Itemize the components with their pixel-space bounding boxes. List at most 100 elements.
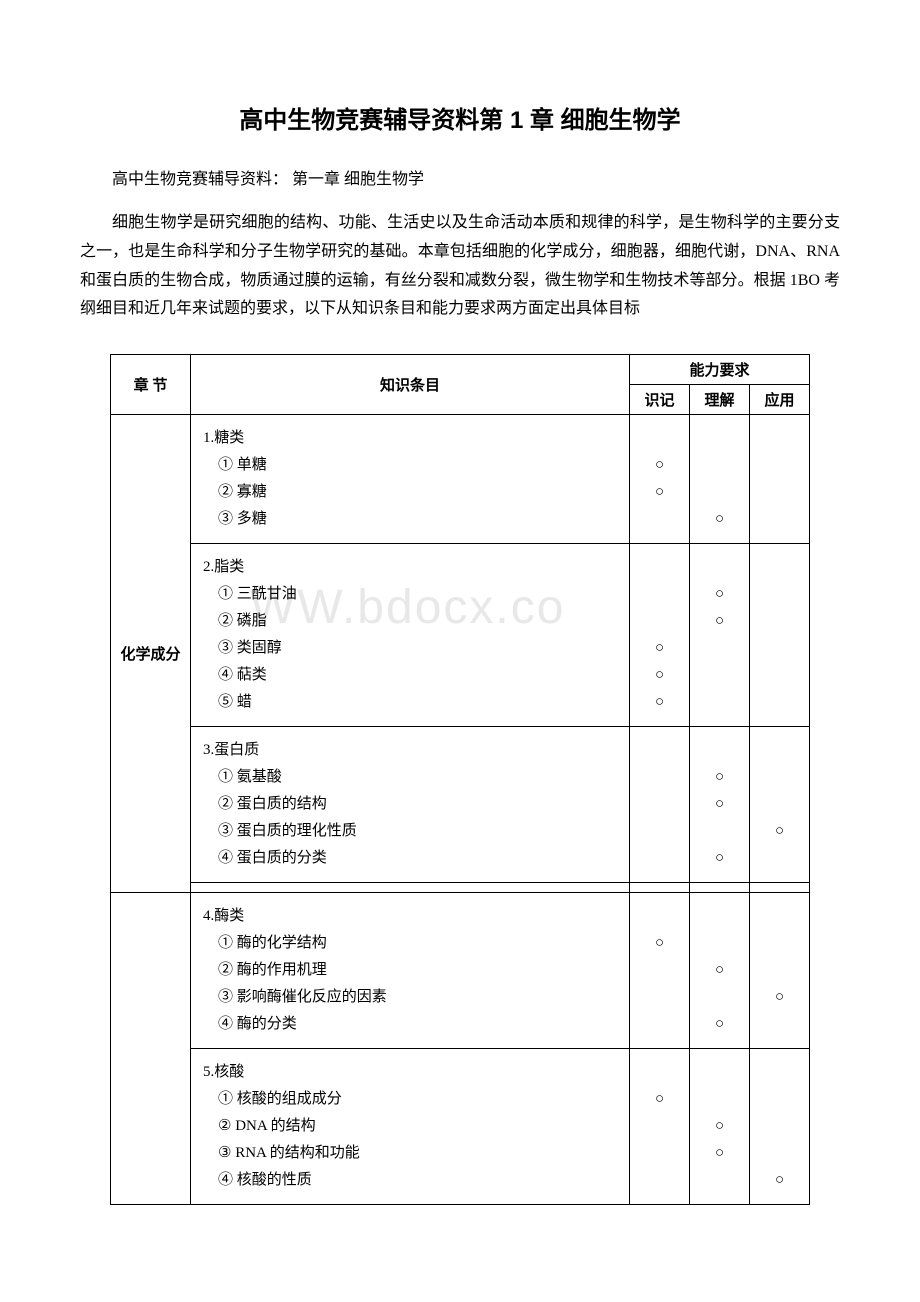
mark: ○ xyxy=(638,662,681,689)
mark xyxy=(698,737,741,764)
mark: ○ xyxy=(638,452,681,479)
topic-item: ⑤ 蜡 xyxy=(203,689,617,716)
header-chapter: 章 节 xyxy=(111,355,191,415)
mark xyxy=(758,845,801,872)
topic-item: ② 蛋白质的结构 xyxy=(203,791,617,818)
mark xyxy=(698,984,741,1011)
mark: ○ xyxy=(638,479,681,506)
chapter-cell-empty xyxy=(111,893,191,1205)
header-col1: 识记 xyxy=(630,385,690,415)
mark xyxy=(638,957,681,984)
mark-cell: ○ xyxy=(630,893,690,1049)
mark xyxy=(758,1011,801,1038)
mark-cell: ○ xyxy=(630,1049,690,1205)
mark xyxy=(638,581,681,608)
mark xyxy=(698,1086,741,1113)
header-ability: 能力要求 xyxy=(630,355,810,385)
table-header-row-1: 章 节 知识条目 能力要求 xyxy=(111,355,810,385)
mark xyxy=(758,1113,801,1140)
mark-cell: ○ ○ xyxy=(690,1049,750,1205)
topic-item: ④ 核酸的性质 xyxy=(203,1167,617,1194)
topic-item: ④ 酶的分类 xyxy=(203,1011,617,1038)
mark xyxy=(638,554,681,581)
topic-cell: 2.脂类 ① 三酰甘油 ② 磷脂 ③ 类固醇 ④ 萜类 ⑤ 蜡 xyxy=(191,544,630,727)
topic-item: ③ RNA 的结构和功能 xyxy=(203,1140,617,1167)
mark xyxy=(758,1059,801,1086)
mark: ○ xyxy=(698,791,741,818)
mark: ○ xyxy=(698,845,741,872)
mark xyxy=(638,903,681,930)
topic-item: ④ 萜类 xyxy=(203,662,617,689)
header-col2: 理解 xyxy=(690,385,750,415)
mark xyxy=(758,1086,801,1113)
mark: ○ xyxy=(698,581,741,608)
mark: ○ xyxy=(698,957,741,984)
table-row: 2.脂类 ① 三酰甘油 ② 磷脂 ③ 类固醇 ④ 萜类 ⑤ 蜡 ○ ○ ○ ○ xyxy=(111,544,810,727)
mark xyxy=(698,818,741,845)
mark-cell xyxy=(750,415,810,544)
intro-paragraph: 细胞生物学是研究细胞的结构、功能、生活史以及生命活动本质和规律的科学，是生物科学… xyxy=(80,209,840,324)
mark: ○ xyxy=(758,984,801,1011)
topic-cell: 3.蛋白质 ① 氨基酸 ② 蛋白质的结构 ③ 蛋白质的理化性质 ④ 蛋白质的分类 xyxy=(191,727,630,883)
table-row: 4.酶类 ① 酶的化学结构 ② 酶的作用机理 ③ 影响酶催化反应的因素 ④ 酶的… xyxy=(111,893,810,1049)
table-row: 5.核酸 ① 核酸的组成成分 ② DNA 的结构 ③ RNA 的结构和功能 ④ … xyxy=(111,1049,810,1205)
mark-cell xyxy=(750,544,810,727)
mark: ○ xyxy=(698,1113,741,1140)
mark-cell: ○ ○ xyxy=(690,544,750,727)
mark xyxy=(698,425,741,452)
mark xyxy=(638,1113,681,1140)
topic-item: ② 寡糖 xyxy=(203,479,617,506)
mark: ○ xyxy=(758,818,801,845)
mark: ○ xyxy=(638,1086,681,1113)
topic-cell: 5.核酸 ① 核酸的组成成分 ② DNA 的结构 ③ RNA 的结构和功能 ④ … xyxy=(191,1049,630,1205)
topic-item: ② DNA 的结构 xyxy=(203,1113,617,1140)
mark xyxy=(758,903,801,930)
topic-cell: 4.酶类 ① 酶的化学结构 ② 酶的作用机理 ③ 影响酶催化反应的因素 ④ 酶的… xyxy=(191,893,630,1049)
mark xyxy=(698,662,741,689)
table-container: 章 节 知识条目 能力要求 识记 理解 应用 化学成分 1.糖类 ① 单糖 ② … xyxy=(80,354,840,1205)
topic-item: ① 核酸的组成成分 xyxy=(203,1086,617,1113)
topic-item: ② 磷脂 xyxy=(203,608,617,635)
topic-heading: 2.脂类 xyxy=(203,554,617,581)
topic-item: ① 酶的化学结构 xyxy=(203,930,617,957)
header-topic: 知识条目 xyxy=(191,355,630,415)
mark xyxy=(758,1140,801,1167)
mark: ○ xyxy=(698,1011,741,1038)
mark-cell: ○ xyxy=(750,727,810,883)
table-row: 3.蛋白质 ① 氨基酸 ② 蛋白质的结构 ③ 蛋白质的理化性质 ④ 蛋白质的分类… xyxy=(111,727,810,883)
mark xyxy=(758,930,801,957)
mark xyxy=(638,984,681,1011)
topic-item: ② 酶的作用机理 xyxy=(203,957,617,984)
mark xyxy=(698,635,741,662)
topic-item: ④ 蛋白质的分类 xyxy=(203,845,617,872)
topic-item: ① 氨基酸 xyxy=(203,764,617,791)
mark: ○ xyxy=(638,635,681,662)
mark xyxy=(638,1167,681,1194)
mark xyxy=(698,452,741,479)
topic-item: ③ 多糖 xyxy=(203,506,617,533)
table-row: 化学成分 1.糖类 ① 单糖 ② 寡糖 ③ 多糖 ○ ○ ○ xyxy=(111,415,810,544)
mark xyxy=(698,554,741,581)
topic-item: ③ 类固醇 xyxy=(203,635,617,662)
mark xyxy=(638,608,681,635)
chapter-cell: 化学成分 xyxy=(111,415,191,893)
mark: ○ xyxy=(698,1140,741,1167)
mark xyxy=(698,903,741,930)
mark xyxy=(758,957,801,984)
mark-cell xyxy=(630,727,690,883)
topic-heading: 5.核酸 xyxy=(203,1059,617,1086)
mark: ○ xyxy=(758,1167,801,1194)
subtitle: 高中生物竞赛辅导资料： 第一章 细胞生物学 xyxy=(80,165,840,189)
topic-item: ③ 蛋白质的理化性质 xyxy=(203,818,617,845)
topic-heading: 4.酶类 xyxy=(203,903,617,930)
mark xyxy=(698,1167,741,1194)
mark-cell: ○ xyxy=(750,1049,810,1205)
mark-cell: ○ ○ ○ xyxy=(690,727,750,883)
mark xyxy=(638,1011,681,1038)
mark xyxy=(698,479,741,506)
header-col3: 应用 xyxy=(750,385,810,415)
mark xyxy=(638,1059,681,1086)
mark xyxy=(698,1059,741,1086)
mark: ○ xyxy=(698,608,741,635)
mark: ○ xyxy=(698,764,741,791)
